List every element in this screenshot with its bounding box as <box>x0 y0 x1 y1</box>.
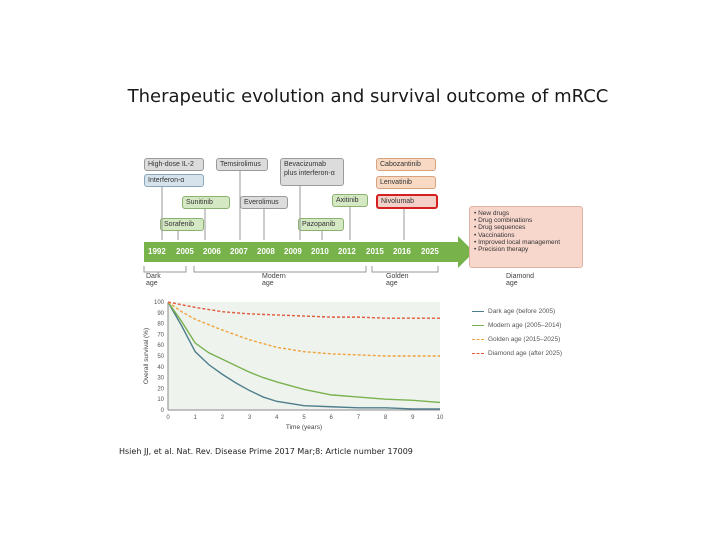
legend-modern-age-swatch <box>472 324 484 326</box>
year-2006: 2006 <box>203 247 221 256</box>
year-2015: 2015 <box>366 247 384 256</box>
citation: Hsieh JJ, et al. Nat. Rev. Disease Prime… <box>119 447 413 456</box>
legend-dark-age-swatch <box>472 310 484 312</box>
therapy-interferon: Interferon-α <box>144 174 204 187</box>
legend-dark-age-label: Dark age (before 2005) <box>488 308 556 315</box>
diamond-item-drug-combinations: • Drug combinations <box>474 217 533 225</box>
legend-golden-age-swatch <box>472 338 484 340</box>
year-2007: 2007 <box>230 247 248 256</box>
legend-golden-age: Golden age (2015–2025) <box>472 336 560 343</box>
era-dark-age: Dark age <box>146 273 161 287</box>
therapy-nivolumab: Nivolumab <box>376 194 438 209</box>
era-diamond-age: Diamond age <box>506 273 535 287</box>
x-tick-label: 4 <box>275 415 279 421</box>
year-2005: 2005 <box>176 247 194 256</box>
legend-diamond-age: Diamond age (after 2025) <box>472 350 562 357</box>
year-2025: 2025 <box>421 247 439 256</box>
series-line-1 <box>167 301 441 404</box>
diamond-item-precision-therapy: • Precision therapy <box>474 246 529 254</box>
diamond-item-new-drugs: • New drugs <box>474 210 510 217</box>
therapy-axitinib: Axitinib <box>332 194 368 207</box>
therapy-pazopanib: Pazopanib <box>298 218 344 231</box>
y-tick-label: 60 <box>157 343 164 349</box>
therapy-temsirolimus: Temsirolimus <box>216 158 268 171</box>
legend-diamond-age-label: Diamond age (after 2025) <box>488 350 563 357</box>
x-tick-label: 10 <box>437 415 444 421</box>
series-line-0 <box>167 301 440 410</box>
legend-diamond-age-swatch <box>472 352 484 354</box>
therapy-lenvatinib: Lenvatinib <box>376 176 436 189</box>
therapy-cabozantinib: Cabozantinib <box>376 158 436 171</box>
year-2009: 2009 <box>284 247 302 256</box>
diamond-item-drug-sequences: • Drug sequences <box>474 224 526 232</box>
y-tick-label: 10 <box>157 397 164 403</box>
year-2016: 2016 <box>393 247 411 256</box>
y-tick-label: 40 <box>157 365 164 371</box>
x-axis-label: Time (years) <box>286 424 322 431</box>
series-line-3 <box>167 301 440 319</box>
era-golden-age: Golden age <box>386 273 409 287</box>
therapy-bevacizumab: Bevacizumab plus interferon-α <box>280 158 344 186</box>
y-tick-label: 90 <box>157 311 164 317</box>
x-tick-label: 5 <box>302 415 306 421</box>
therapy-everolimus: Everolimus <box>240 196 288 209</box>
y-tick-label: 0 <box>161 408 165 414</box>
year-1992: 1992 <box>148 247 166 256</box>
era-modern-age: Modern age <box>262 273 286 287</box>
legend-golden-age-label: Golden age (2015–2025) <box>488 336 561 343</box>
year-2012: 2012 <box>338 247 356 256</box>
y-tick-label: 20 <box>157 386 164 392</box>
diamond-item-local-management: • Improved local management <box>474 238 561 246</box>
x-tick-label: 7 <box>357 415 361 421</box>
connector-lines <box>161 171 405 240</box>
x-tick-label: 0 <box>166 415 170 421</box>
y-axis-label: Overall survival (%) <box>143 328 150 384</box>
series-line-2 <box>167 301 440 357</box>
y-tick-label: 100 <box>154 300 165 306</box>
year-2008: 2008 <box>257 247 275 256</box>
y-tick-label: 50 <box>157 354 164 360</box>
therapy-sunitinib: Sunitinib <box>182 196 230 209</box>
era-brackets <box>143 266 439 273</box>
diamond-age-panel: • New drugs • Drug combinations • Drug s… <box>469 206 583 268</box>
diamond-item-vaccinations: • Vaccinations <box>474 231 515 239</box>
legend-modern-age: Modern age (2005–2014) <box>472 322 561 329</box>
x-tick-label: 1 <box>194 415 198 421</box>
slide-title: Therapeutic evolution and survival outco… <box>127 86 609 107</box>
timeline-bar <box>144 242 460 262</box>
y-tick-label: 30 <box>157 376 164 382</box>
therapy-sorafenib: Sorafenib <box>160 218 204 231</box>
legend-dark-age: Dark age (before 2005) <box>472 308 555 315</box>
x-tick-label: 6 <box>330 415 334 421</box>
x-tick-label: 2 <box>221 415 225 421</box>
x-tick-label: 8 <box>384 415 388 421</box>
timeline-arrow <box>458 236 474 268</box>
y-tick-label: 70 <box>157 332 164 338</box>
year-2010: 2010 <box>311 247 329 256</box>
x-tick-label: 3 <box>248 415 252 421</box>
legend-modern-age-label: Modern age (2005–2014) <box>488 322 562 329</box>
x-tick-label: 9 <box>411 415 415 421</box>
y-tick-label: 80 <box>157 322 164 328</box>
therapy-high-dose-il2: High-dose IL-2 <box>144 158 204 171</box>
